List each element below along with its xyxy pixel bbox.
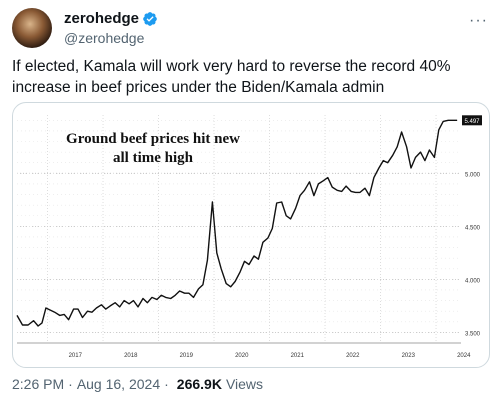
handle[interactable]: @zerohedge <box>64 30 145 46</box>
tweet-footer: 2:26 PM · Aug 16, 2024 · 266.9K Views <box>12 376 263 392</box>
line-chart: 3.500 4.000 4.500 5.000 2017 2018 2019 2020 202… <box>16 115 482 359</box>
y-tick-label: 5.000 <box>465 172 481 178</box>
more-horizontal-icon[interactable]: ··· <box>469 12 488 29</box>
separator: · <box>68 376 73 392</box>
last-value-label: 5.497 <box>462 115 482 126</box>
x-tick-label: 2019 <box>180 353 194 359</box>
series-line-ground-beef <box>16 119 458 327</box>
x-axis-ticks: 2017 2018 2019 2020 2021 2022 2023 2024 <box>69 353 472 359</box>
last-value-text: 5.497 <box>464 119 480 125</box>
chart-title-line-1: Ground beef prices hit new <box>66 131 240 147</box>
x-tick-label: 2018 <box>124 353 138 359</box>
y-tick-label: 3.500 <box>465 331 481 337</box>
y-tick-label: 4.500 <box>465 225 481 231</box>
x-tick-label: 2020 <box>235 353 249 359</box>
avatar[interactable] <box>12 8 52 48</box>
verified-badge-icon <box>143 11 157 26</box>
chart-grid <box>17 115 461 344</box>
tweet-header: zerohedge @zerohedge ··· <box>12 8 488 48</box>
tweet-text: If elected, Kamala will work very hard t… <box>12 58 451 96</box>
x-tick-label: 2021 <box>291 353 305 359</box>
y-tick-label: 4.000 <box>465 278 481 284</box>
x-tick-label: 2023 <box>402 353 416 359</box>
y-axis-ticks: 3.500 4.000 4.500 5.000 <box>465 172 481 337</box>
x-tick-label: 2017 <box>69 353 83 359</box>
chart-image[interactable]: 3.500 4.000 4.500 5.000 2017 2018 2019 2020 202… <box>12 102 490 368</box>
x-tick-label: 2022 <box>346 353 360 359</box>
chart-title-line-2: all time high <box>113 150 194 166</box>
display-name[interactable]: zerohedge <box>64 10 140 27</box>
tweet-date[interactable]: Aug 16, 2024 <box>76 376 161 392</box>
tweet-time[interactable]: 2:26 PM <box>12 376 65 392</box>
name-row: zerohedge <box>64 10 158 27</box>
views-count: 266.9K <box>176 376 222 392</box>
separator-2: · <box>164 376 169 392</box>
last-value-box <box>462 115 482 126</box>
views-label: Views <box>225 376 264 392</box>
x-tick-label: 2024 <box>457 353 471 359</box>
